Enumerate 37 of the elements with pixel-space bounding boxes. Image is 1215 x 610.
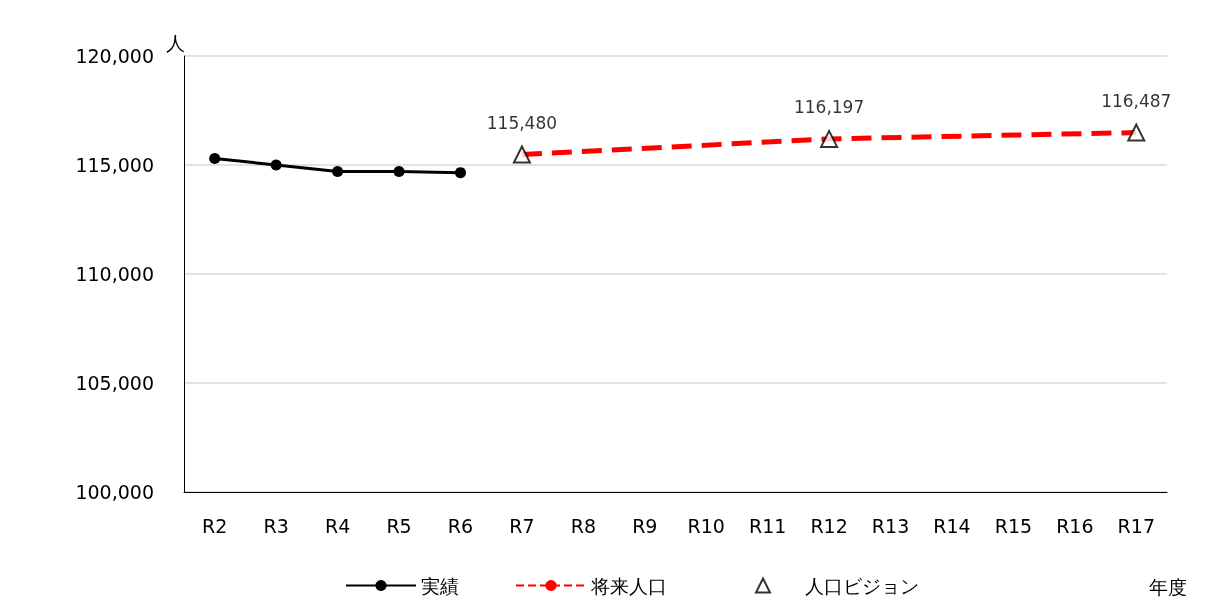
- x-tick-label: R15: [994, 514, 1033, 537]
- legend-label: 実績: [421, 574, 459, 597]
- legend-label: 将来人口: [590, 574, 667, 597]
- y-tick-label: 105,000: [75, 372, 154, 394]
- x-tick-label: R5: [386, 514, 412, 537]
- x-tick-label: R3: [263, 514, 289, 537]
- y-tick-label: 100,000: [75, 481, 154, 503]
- point: [820, 129, 839, 148]
- x-tick-label: R14: [933, 514, 971, 537]
- x-tick-label: R17: [1117, 514, 1155, 537]
- y-tick-label: 115,000: [75, 154, 154, 176]
- y-tick-label: 120,000: [75, 45, 154, 67]
- x-tick-label: R9: [632, 514, 658, 537]
- x-tick-label: R13: [871, 514, 910, 537]
- point: [270, 159, 282, 171]
- x-tick-label: R11: [748, 514, 787, 537]
- point: [454, 167, 466, 179]
- x-tick-label: R16: [1056, 514, 1094, 537]
- data-label: 116,487: [1101, 91, 1172, 112]
- x-tick-label: R6: [447, 514, 474, 537]
- x-tick-label: R10: [687, 514, 725, 537]
- x-tick-label: R7: [509, 514, 535, 537]
- point: [1127, 123, 1146, 142]
- point: [209, 152, 221, 164]
- x-tick-label: R12: [810, 514, 848, 537]
- x-tick-label: R8: [570, 514, 596, 537]
- text: 年度: [1149, 575, 1187, 598]
- x-tick-label: R2: [202, 514, 228, 537]
- y-axis-title: 人: [166, 31, 185, 54]
- point: [332, 166, 344, 178]
- x-tick-label: R4: [324, 514, 351, 537]
- data-label: 116,197: [793, 97, 865, 118]
- data-label: 115,480: [486, 113, 558, 134]
- point: [393, 166, 405, 178]
- legend-label: 人口ビジョン: [805, 574, 919, 597]
- point: [512, 145, 531, 164]
- y-tick-label: 110,000: [75, 263, 154, 285]
